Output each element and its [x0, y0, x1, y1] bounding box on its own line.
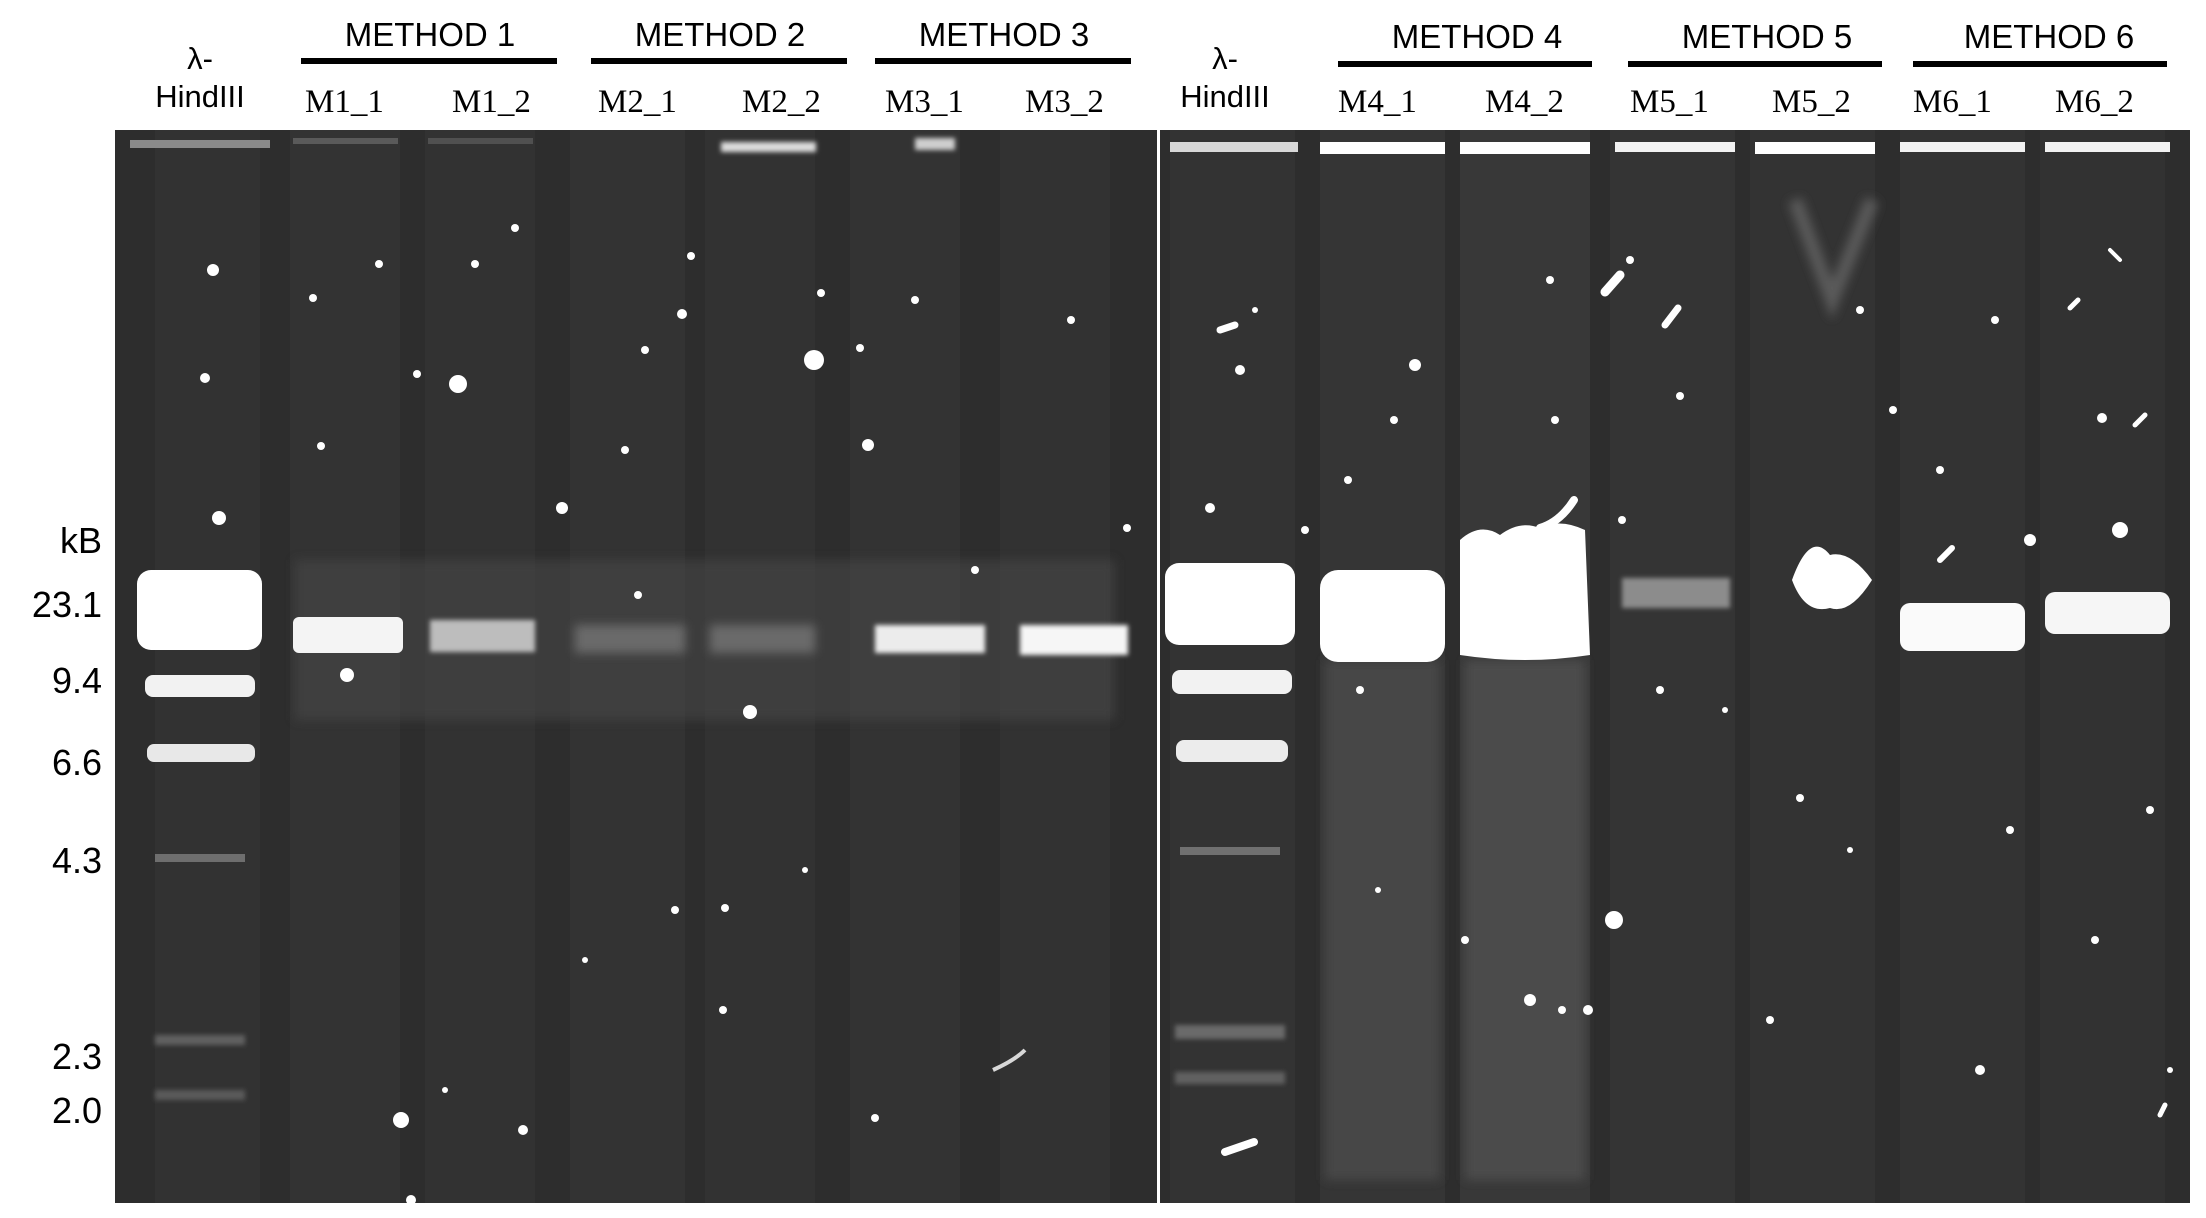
gel-right-image	[1165, 130, 2173, 1203]
method-4-label: METHOD 4	[1391, 18, 1563, 55]
lane-ladder-left	[155, 130, 260, 1203]
method-6-bar	[1913, 61, 2167, 67]
lane-label-m4-1: M4_1	[1338, 84, 1417, 120]
ladder-label-left-line2: HindIII	[155, 79, 245, 114]
band-m1-1	[293, 617, 403, 653]
well-m5-1	[1615, 142, 1735, 152]
method-5-bar	[1628, 61, 1882, 67]
band-m3-1	[875, 625, 985, 653]
artifact-streak-left	[992, 1048, 1027, 1072]
band-m3-2	[1020, 625, 1128, 655]
marker-23-1: 23.1	[31, 584, 102, 625]
panel-divider	[1157, 130, 1160, 1203]
marker-9-4: 9.4	[51, 660, 102, 701]
marker-2-0: 2.0	[51, 1090, 102, 1131]
smear-m4-1	[1325, 660, 1440, 1180]
band-m5-2	[1792, 546, 1872, 610]
ladder-band-right-6-6	[1176, 740, 1288, 762]
band-m4-2	[1460, 523, 1590, 660]
band-m5-1	[1622, 578, 1730, 608]
ladder-band-4-3	[155, 854, 245, 862]
ladder-label-right-line2: HindIII	[1180, 79, 1270, 114]
ladder-band-9-4	[145, 675, 255, 697]
ladder-label-left: λ- HindIII	[145, 40, 255, 116]
band-m1-2	[430, 620, 535, 652]
ladder-band-right-4-3	[1180, 847, 1280, 855]
lane-m6-2	[2040, 130, 2165, 1203]
band-m6-2	[2045, 592, 2170, 634]
band-m6-1	[1900, 603, 2025, 651]
well-m5-2	[1755, 142, 1875, 154]
well-m4-1	[1320, 142, 1445, 154]
well-m6-1	[1900, 142, 2025, 152]
lane-label-m6-1: M6_1	[1913, 84, 1992, 120]
ladder-band-right-23-1	[1165, 563, 1295, 645]
lane-m5-1	[1610, 130, 1735, 1203]
lane-label-m4-2: M4_2	[1485, 84, 1564, 120]
lane-label-m2-2: M2_2	[742, 84, 821, 120]
lane-label-m6-2: M6_2	[2055, 84, 2134, 120]
method-3-bar	[875, 58, 1131, 64]
ladder-band-2-0	[155, 1090, 245, 1100]
ladder-label-left-line1: λ-	[187, 41, 213, 76]
well-m1-1	[293, 138, 398, 144]
ladder-band-right-2-0	[1175, 1072, 1285, 1084]
lane-label-m5-2: M5_2	[1772, 84, 1851, 120]
ladder-band-23-1	[137, 570, 262, 650]
ladder-band-2-3	[155, 1035, 245, 1045]
method-3-label: METHOD 3	[918, 16, 1090, 53]
well-m3-1	[915, 138, 955, 150]
gel-panel-left	[115, 130, 1157, 1203]
method-2-label: METHOD 2	[634, 16, 806, 53]
smear-region-left	[295, 560, 1115, 720]
well-m4-2	[1460, 142, 1590, 154]
lane-label-m5-1: M5_1	[1630, 84, 1709, 120]
well-m6-2	[2045, 142, 2170, 152]
speckles-left	[200, 224, 1131, 1203]
lane-label-m3-1: M3_1	[885, 84, 964, 120]
well-ladder-left	[130, 140, 270, 148]
speckles-right	[1205, 256, 2173, 1075]
well-m2-2	[721, 142, 816, 152]
marker-2-3: 2.3	[51, 1036, 102, 1077]
method-1-label: METHOD 1	[344, 16, 516, 53]
lane-m6-1	[1900, 130, 2025, 1203]
method-5-label: METHOD 5	[1681, 18, 1853, 55]
lane-ladder-right	[1170, 130, 1295, 1203]
ladder-label-right-line1: λ-	[1212, 41, 1238, 76]
streak-artifacts-right	[1216, 248, 2168, 1156]
method-2-bar	[591, 58, 847, 64]
ladder-band-6-6	[147, 744, 255, 762]
marker-4-3: 4.3	[51, 840, 102, 881]
well-m1-2	[428, 138, 533, 144]
band-m2-2	[710, 625, 815, 653]
marker-6-6: 6.6	[51, 742, 102, 783]
ladder-band-right-9-4	[1172, 670, 1292, 694]
lane-m5-2	[1750, 130, 1875, 1203]
well-ladder-right	[1170, 142, 1298, 152]
band-m2-1	[575, 625, 685, 653]
lane-label-m1-1: M1_1	[305, 84, 384, 120]
method-1-bar	[301, 58, 557, 64]
band-m4-1	[1320, 570, 1445, 662]
lane-label-m1-2: M1_2	[452, 84, 531, 120]
lane-label-m3-2: M3_2	[1025, 84, 1104, 120]
streak-m5-2	[1788, 197, 1879, 320]
gel-panel-right	[1160, 130, 2190, 1203]
method-6-label: METHOD 6	[1963, 18, 2135, 55]
ladder-label-right: λ- HindIII	[1170, 40, 1280, 116]
ladder-band-right-2-3	[1175, 1025, 1285, 1039]
gel-left-image	[130, 130, 1131, 1203]
method-4-bar	[1338, 61, 1592, 67]
size-unit-label: kB	[59, 520, 102, 561]
smear-m4-2	[1465, 660, 1585, 1180]
lane-label-m2-1: M2_1	[598, 84, 677, 120]
